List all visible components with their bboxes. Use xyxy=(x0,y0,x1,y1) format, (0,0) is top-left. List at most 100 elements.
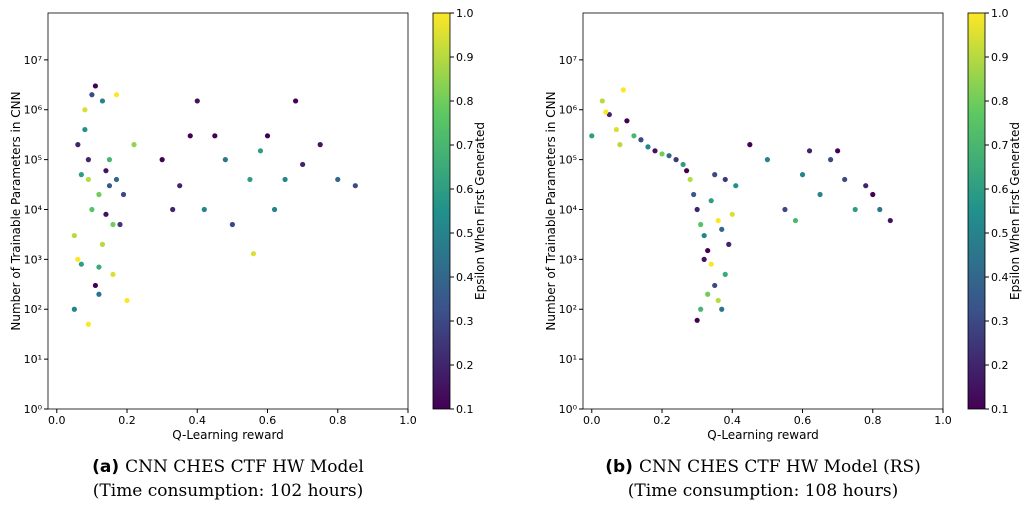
colorbar-tick-label: 0.5 xyxy=(991,227,1009,240)
point xyxy=(835,148,841,154)
colorbar-tick-label: 0.2 xyxy=(991,359,1009,372)
y-tick-label: 10⁵ xyxy=(559,154,577,167)
x-tick-label: 1.0 xyxy=(399,414,417,427)
point xyxy=(124,297,130,304)
y-tick-label: 10² xyxy=(24,303,42,316)
point xyxy=(96,264,102,270)
point xyxy=(722,271,728,277)
point xyxy=(92,282,99,289)
point xyxy=(870,191,876,198)
x-axis-label: Q-Learning reward xyxy=(707,428,819,442)
point xyxy=(317,142,323,148)
point xyxy=(264,133,271,139)
point xyxy=(85,321,91,327)
colorbar-tick-label: 0.4 xyxy=(991,271,1009,284)
point xyxy=(620,87,626,93)
y-tick-label: 10³ xyxy=(559,253,577,266)
point xyxy=(257,148,264,154)
caption: (a) CNN CHES CTF HW Model xyxy=(92,457,364,477)
colorbar-tick-label: 0.1 xyxy=(991,403,1009,416)
point xyxy=(698,306,704,312)
plot-area xyxy=(47,12,409,410)
point xyxy=(680,161,686,168)
x-tick-label: 0.6 xyxy=(259,414,277,427)
point xyxy=(645,144,651,150)
point xyxy=(103,168,109,174)
point xyxy=(106,183,113,189)
point xyxy=(719,226,725,232)
point xyxy=(250,251,257,257)
x-tick-label: 0.4 xyxy=(724,414,742,427)
point xyxy=(747,142,753,148)
point xyxy=(792,217,799,224)
point xyxy=(110,271,116,277)
y-tick-label: 10⁰ xyxy=(24,403,43,416)
y-tick-label: 10² xyxy=(559,303,577,316)
point xyxy=(352,183,358,189)
x-axis-label: Q-Learning reward xyxy=(172,428,284,442)
point xyxy=(687,176,693,183)
colorbar-tick-label: 0.4 xyxy=(456,271,474,284)
point xyxy=(712,282,718,289)
point xyxy=(113,92,120,98)
point xyxy=(96,291,102,297)
point xyxy=(271,206,278,213)
point xyxy=(684,168,690,174)
point xyxy=(863,183,869,189)
point xyxy=(335,176,341,183)
point xyxy=(99,241,106,247)
x-tick-label: 0.0 xyxy=(583,414,601,427)
point xyxy=(82,126,88,133)
point xyxy=(705,291,711,297)
x-tick-label: 0.0 xyxy=(48,414,66,427)
point xyxy=(659,151,665,157)
point xyxy=(694,206,700,213)
colorbar-tick-label: 0.5 xyxy=(456,227,474,240)
point xyxy=(733,183,739,189)
colorbar-tick-label: 0.3 xyxy=(456,315,474,328)
subcaption: (Time consumption: 108 hours) xyxy=(628,481,898,501)
point xyxy=(799,172,806,178)
point xyxy=(282,176,288,183)
point xyxy=(712,172,718,178)
y-tick-label: 10⁷ xyxy=(559,54,577,67)
point xyxy=(103,211,109,217)
point xyxy=(666,153,672,159)
point xyxy=(75,256,81,262)
point xyxy=(852,206,858,213)
colorbar-label: Epsilon When First Generated xyxy=(473,122,487,300)
point xyxy=(177,183,183,189)
colorbar-tick-label: 0.9 xyxy=(991,51,1009,64)
point xyxy=(652,148,658,154)
x-tick-label: 0.2 xyxy=(118,414,136,427)
caption-text: CNN CHES CTF HW Model (RS) xyxy=(639,457,921,477)
point xyxy=(613,126,619,133)
point xyxy=(705,247,711,254)
point xyxy=(229,221,235,228)
colorbar-tick-label: 0.7 xyxy=(456,139,474,152)
point xyxy=(719,306,725,312)
point xyxy=(624,118,630,124)
point xyxy=(599,98,605,104)
point xyxy=(71,232,77,239)
point xyxy=(603,109,609,115)
y-tick-label: 10⁶ xyxy=(559,104,578,117)
colorbar-tick-label: 0.9 xyxy=(456,51,474,64)
point xyxy=(96,191,102,198)
point xyxy=(212,133,218,139)
colorbar-tick-label: 0.2 xyxy=(456,359,474,372)
point xyxy=(85,176,91,183)
point xyxy=(300,161,306,168)
colorbar-tick-label: 0.1 xyxy=(456,403,474,416)
colorbar-tick-label: 0.3 xyxy=(991,315,1009,328)
point xyxy=(729,211,735,217)
colorbar-tick-label: 0.8 xyxy=(991,95,1009,108)
colorbar xyxy=(432,12,451,410)
point xyxy=(131,142,137,148)
point xyxy=(78,172,84,178)
point xyxy=(194,98,200,104)
point xyxy=(782,206,788,213)
plot-area xyxy=(582,12,944,410)
caption: (b) CNN CHES CTF HW Model (RS) xyxy=(605,457,921,477)
